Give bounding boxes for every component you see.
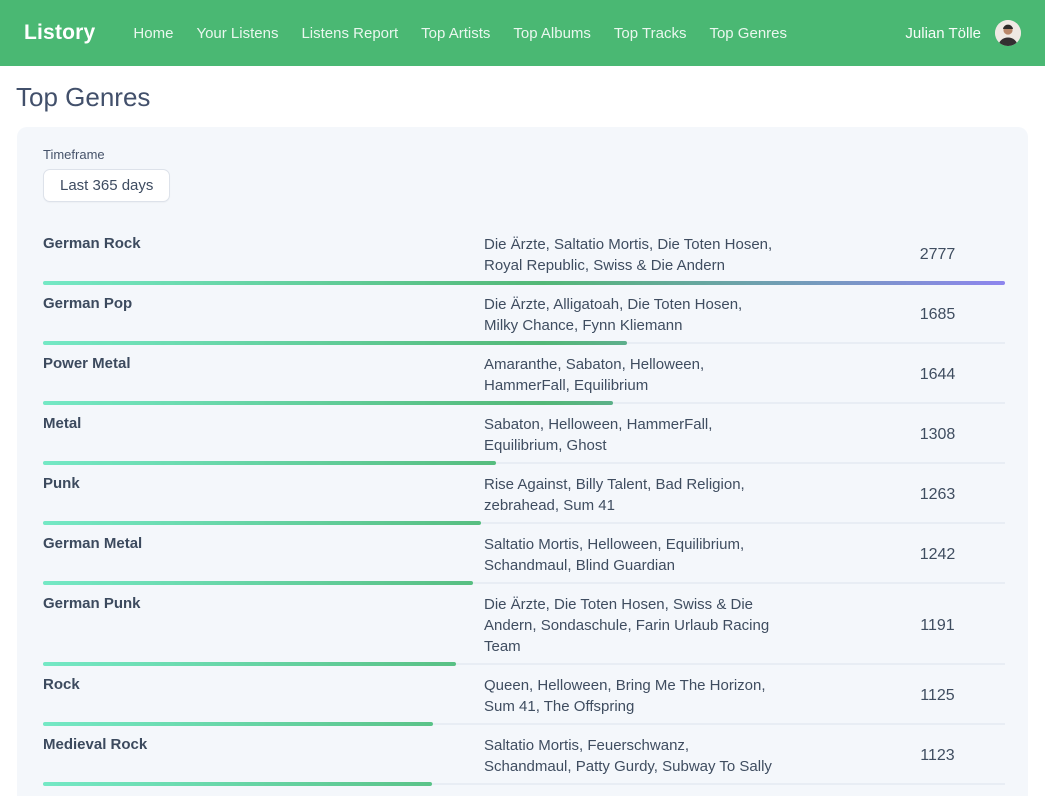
table-row: German Rock Die Ärzte, Saltatio Mortis, … [43, 224, 1005, 285]
genre-name: Punk [43, 475, 80, 492]
genre-name: Power Metal [43, 355, 131, 372]
genre-bar [43, 782, 433, 786]
nav-item-top-genres[interactable]: Top Genres [709, 24, 787, 42]
genre-artists: Saltatio Mortis, Helloween, Equilibrium,… [484, 536, 745, 574]
genre-bar-gradient [43, 401, 613, 405]
genre-name: German Metal [43, 535, 143, 552]
row-spacer [776, 474, 870, 516]
genre-count: 1242 [919, 546, 956, 563]
genre-count: 2777 [919, 246, 956, 263]
genre-bar-gradient [43, 281, 1005, 285]
genre-name: Rock [43, 676, 80, 693]
genre-count: 1123 [920, 747, 955, 764]
genre-name: German Punk [43, 595, 141, 612]
genre-bar [43, 281, 1005, 285]
user-name[interactable]: Julian Tölle [905, 24, 981, 42]
genre-bar-gradient [43, 782, 433, 786]
genre-count: 1191 [920, 616, 955, 634]
genre-count: 1263 [919, 486, 956, 503]
genre-bar-gradient [43, 581, 474, 585]
nav-item-top-tracks[interactable]: Top Tracks [613, 24, 687, 42]
genre-artists: Die Ärzte, Saltatio Mortis, Die Toten Ho… [484, 236, 773, 274]
genre-bar-gradient [43, 341, 627, 345]
main-nav: Home Your Listens Listens Report Top Artist… [133, 25, 905, 42]
nav-item-top-artists[interactable]: Top Artists [421, 24, 491, 42]
nav-item-your-listens[interactable]: Your Listens [196, 24, 279, 42]
row-spacer [776, 414, 870, 456]
genre-table: German Rock Die Ärzte, Saltatio Mortis, … [43, 224, 1005, 796]
navbar: Listory Home Your Listens Listens Report To… [0, 0, 1045, 66]
genre-count: 1125 [920, 687, 955, 704]
timeframe-label: Timeframe [43, 147, 105, 162]
genre-artists: Queen, Helloween, Bring Me The Horizon, … [484, 677, 766, 715]
genre-bar-gradient [43, 722, 433, 726]
genre-count: 1644 [919, 366, 956, 383]
avatar-photo-icon [995, 20, 1021, 46]
page-title: Top Genres [16, 82, 151, 112]
user-avatar[interactable] [995, 20, 1021, 46]
genre-artists: Die Ärzte, Alligatoah, Die Toten Hosen, … [484, 296, 743, 334]
table-row: Medieval Rock Saltatio Mortis, Feuerschw… [43, 725, 1005, 786]
row-spacer [776, 675, 870, 717]
row-spacer [776, 294, 870, 336]
nav-item-home[interactable]: Home [133, 24, 174, 42]
genre-name: German Rock [43, 235, 141, 252]
genre-name: Metal [43, 415, 82, 432]
row-spacer [776, 354, 870, 396]
table-row: German Pop Die Ärzte, Alligatoah, Die To… [43, 284, 1005, 345]
row-spacer [776, 735, 870, 777]
genre-artists: Amaranthe, Sabaton, Helloween, HammerFal… [484, 356, 705, 394]
genre-bar [43, 662, 456, 666]
top-genres-card: Timeframe Last 365 days German Rock Die … [17, 127, 1028, 796]
genre-bar [43, 341, 627, 345]
row-spacer [776, 594, 870, 657]
genre-count: 1685 [919, 306, 956, 323]
row-spacer [776, 534, 870, 576]
genre-bar [43, 521, 481, 525]
genre-bar [43, 722, 433, 726]
genre-bar [43, 461, 497, 465]
genre-count: 1308 [919, 426, 956, 443]
table-row: Melodic Metal Unleash The Archers, Hello… [43, 785, 1005, 796]
genre-bar-gradient [43, 521, 481, 525]
timeframe-select[interactable]: Last 365 days [43, 169, 171, 202]
genre-name: Medieval Rock [43, 736, 148, 753]
table-row: Rock Queen, Helloween, Bring Me The Hori… [43, 665, 1005, 726]
table-row: Power Metal Amaranthe, Sabaton, Hellowee… [43, 344, 1005, 405]
table-row: German Metal Saltatio Mortis, Helloween,… [43, 524, 1005, 585]
brand-logo[interactable]: Listory [24, 21, 96, 44]
genre-bar-gradient [43, 461, 497, 465]
genre-bar [43, 581, 474, 585]
genre-name: German Pop [43, 295, 133, 312]
genre-artists: Saltatio Mortis, Feuerschwanz, Schandmau… [484, 737, 772, 775]
genre-bar-gradient [43, 662, 456, 666]
genre-bar [43, 401, 613, 405]
table-row: Metal Sabaton, Helloween, HammerFall, Eq… [43, 404, 1005, 465]
table-row: German Punk Die Ärzte, Die Toten Hosen, … [43, 584, 1005, 666]
user-menu[interactable]: Julian Tölle [905, 20, 1021, 46]
genre-artists: Sabaton, Helloween, HammerFall, Equilibr… [484, 416, 713, 454]
genre-artists: Die Ärzte, Die Toten Hosen, Swiss & Die … [484, 596, 770, 655]
genre-artists: Rise Against, Billy Talent, Bad Religion… [484, 476, 745, 514]
table-row: Punk Rise Against, Billy Talent, Bad Rel… [43, 464, 1005, 525]
nav-item-top-albums[interactable]: Top Albums [513, 24, 591, 42]
nav-item-listens-report[interactable]: Listens Report [301, 24, 399, 42]
row-spacer [776, 234, 870, 276]
